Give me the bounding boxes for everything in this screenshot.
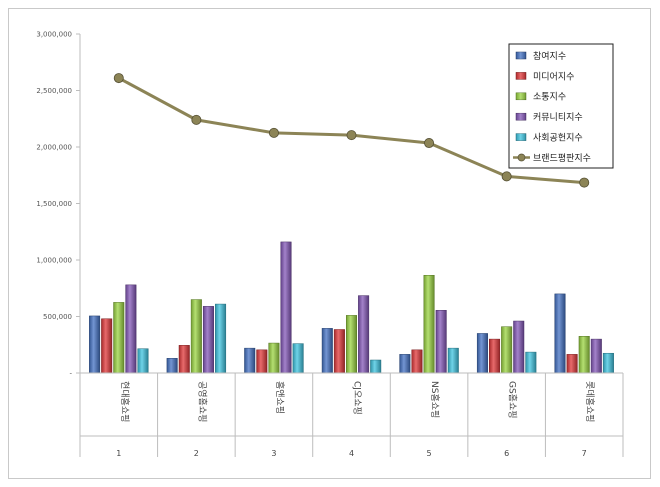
line-point — [424, 138, 435, 149]
bar — [215, 303, 227, 374]
legend-label: 커뮤니티지수 — [533, 112, 583, 123]
bar — [333, 329, 345, 374]
bar — [501, 326, 513, 374]
line-point — [501, 171, 512, 182]
bar — [292, 343, 304, 374]
legend-label: 참여지수 — [533, 50, 566, 62]
bar — [202, 306, 214, 374]
legend-swatch-shade — [516, 92, 526, 100]
legend-swatch-shade — [516, 113, 526, 121]
bar — [370, 359, 382, 374]
x-category-label: 공영홈쇼핑 — [196, 381, 208, 422]
bar — [602, 352, 614, 374]
bar — [513, 320, 525, 374]
legend-marker — [517, 153, 526, 162]
bar — [399, 354, 411, 374]
x-index-label: 6 — [504, 449, 509, 458]
bar-series — [89, 241, 614, 374]
x-category-label: CJ오쇼핑 — [352, 381, 363, 415]
bar — [113, 302, 125, 374]
bar — [125, 284, 137, 374]
x-axis: 현대홈쇼핑 1 공영홈쇼핑 2 홈앤쇼핑 3 CJ오쇼핑 4 NS홈쇼핑 5 GS홈쇼핑 6 롯데홈쇼핑… — [79, 372, 624, 458]
x-index-label: 4 — [349, 449, 354, 458]
bar — [89, 315, 101, 374]
x-index-label: 3 — [271, 449, 276, 458]
x-index-label: 5 — [427, 449, 432, 458]
bar — [566, 354, 578, 374]
line-point — [191, 114, 202, 125]
legend-swatch-shade — [516, 133, 526, 141]
legend-label: 소통지수 — [533, 92, 566, 103]
bar — [489, 338, 501, 374]
x-category-label: 현대홈쇼핑 — [119, 381, 131, 422]
bar — [321, 328, 333, 374]
bar — [256, 349, 268, 374]
bar — [178, 345, 190, 374]
x-index-label: 1 — [116, 449, 121, 458]
x-category-label: 롯데홈쇼핑 — [584, 381, 596, 422]
y-tick-label: - — [69, 370, 72, 378]
x-category-label: GS홈쇼핑 — [507, 381, 519, 419]
x-category-label: 홈앤쇼핑 — [274, 381, 286, 414]
line-point — [113, 73, 124, 84]
line-point — [579, 177, 590, 188]
line-point — [346, 130, 357, 141]
bar — [101, 318, 113, 374]
bar — [590, 338, 602, 374]
bar — [137, 348, 149, 374]
bar — [447, 347, 459, 374]
line-series — [113, 73, 590, 188]
y-tick-label: 1,000,000 — [36, 257, 72, 265]
y-tick-label: 2,000,000 — [36, 144, 72, 152]
legend-label: 미디어지수 — [533, 71, 574, 82]
y-tick-label: 3,000,000 — [36, 31, 72, 39]
x-index-label: 2 — [194, 449, 199, 458]
bar — [525, 351, 537, 374]
bar — [280, 241, 292, 374]
bar — [358, 295, 370, 374]
legend-box — [508, 43, 614, 169]
y-tick-label: 2,500,000 — [36, 87, 72, 95]
bar — [190, 299, 202, 374]
legend-swatch-shade — [516, 72, 526, 80]
bar — [166, 358, 178, 374]
bar — [435, 310, 447, 374]
bar — [476, 333, 488, 374]
x-category-label: NS홈쇼핑 — [429, 381, 441, 418]
line-point — [268, 127, 279, 138]
bar — [423, 275, 435, 374]
y-tick-label: 1,500,000 — [36, 200, 72, 208]
y-axis: - 500,000 1,000,000 1,500,000 2,000,000 2,500… — [36, 31, 81, 378]
bar — [411, 349, 423, 374]
bar — [346, 315, 357, 374]
bar — [244, 347, 256, 374]
legend-label: 브랜드평판지수 — [533, 153, 591, 164]
legend-label: 사회공헌지수 — [533, 133, 583, 144]
x-index-label: 7 — [582, 449, 587, 458]
bar — [578, 336, 590, 374]
bar — [268, 342, 280, 374]
bar — [554, 293, 566, 374]
legend-swatch-shade — [516, 52, 526, 59]
y-tick-label: 500,000 — [43, 313, 72, 321]
